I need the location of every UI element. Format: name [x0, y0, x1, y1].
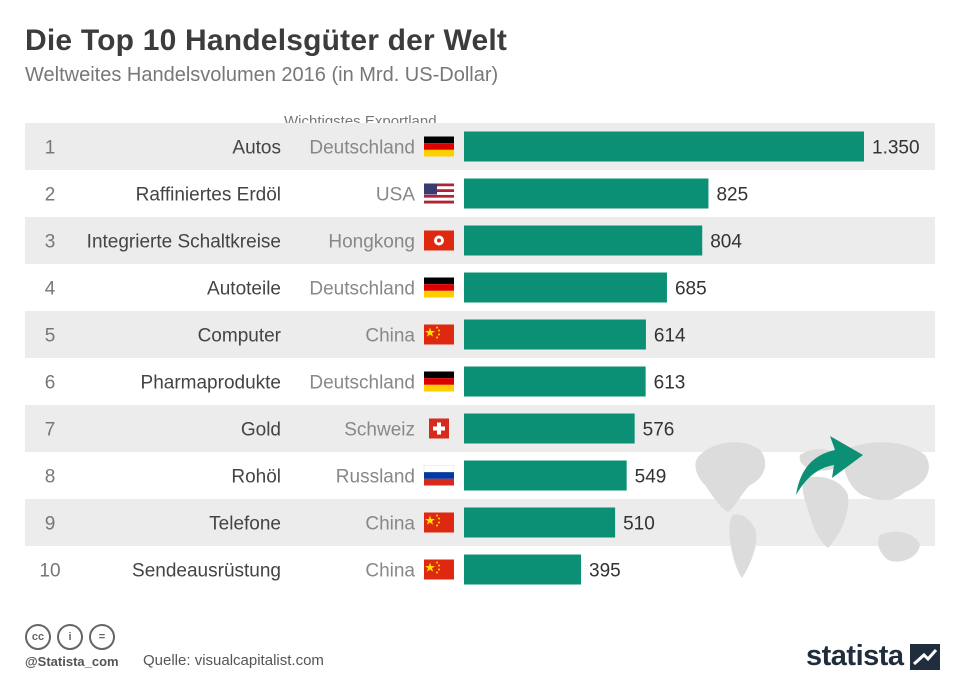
flag-china-icon — [424, 324, 454, 345]
country-label: Deutschland — [309, 138, 415, 159]
rank-label: 8 — [45, 467, 56, 488]
nd-icon: = — [89, 624, 115, 650]
bar — [464, 178, 709, 209]
category-label: Rohöl — [231, 467, 281, 488]
bar — [464, 131, 864, 162]
category-label: Raffiniertes Erdöl — [136, 185, 281, 206]
rank-label: 5 — [45, 326, 56, 347]
value-label: 549 — [635, 467, 667, 488]
value-label: 576 — [643, 420, 675, 441]
bar — [464, 272, 667, 303]
value-label: 613 — [654, 373, 686, 394]
bar — [464, 507, 616, 538]
flag-switzerland-icon — [429, 418, 449, 439]
flag-germany-icon — [424, 371, 454, 392]
flag-germany-icon — [424, 277, 454, 298]
bar — [464, 460, 627, 491]
category-label: Telefone — [209, 514, 281, 535]
category-label: Autoteile — [207, 279, 281, 300]
category-label: Gold — [241, 420, 281, 441]
rank-label: 6 — [45, 373, 56, 394]
flag-germany-icon — [424, 136, 454, 157]
bar — [464, 319, 646, 350]
country-label: USA — [376, 185, 415, 206]
value-label: 395 — [589, 561, 621, 582]
statista-logo[interactable]: statista — [806, 640, 940, 673]
license-icons: cc i = — [25, 624, 115, 650]
value-label: 685 — [675, 279, 707, 300]
category-label: Autos — [232, 138, 281, 159]
rank-label: 7 — [45, 420, 56, 441]
bar — [464, 554, 582, 585]
value-label: 825 — [716, 185, 748, 206]
flag-china-icon — [424, 559, 454, 580]
rank-label: 3 — [45, 232, 56, 253]
bar — [464, 413, 635, 444]
rank-label: 2 — [45, 185, 56, 206]
rank-label: 4 — [45, 279, 56, 300]
value-label: 614 — [654, 326, 686, 347]
flag-hongkong-icon — [424, 230, 454, 251]
category-label: Integrierte Schaltkreise — [87, 232, 281, 253]
statista-handle: @Statista_com — [25, 654, 119, 669]
category-label: Sendeausrüstung — [132, 561, 281, 582]
flag-russia-icon — [423, 465, 455, 486]
cc-icon: cc — [25, 624, 51, 650]
value-label: 510 — [623, 514, 655, 535]
value-label: 1.350 — [872, 138, 920, 159]
category-label: Pharmaprodukte — [141, 373, 281, 394]
brand-name: statista — [806, 640, 904, 672]
country-label: Deutschland — [309, 279, 415, 300]
country-label: China — [365, 514, 415, 535]
flag-usa-icon — [424, 183, 454, 204]
chart-subtitle: Weltweites Handelsvolumen 2016 (in Mrd. … — [25, 64, 499, 86]
category-label: Computer — [198, 326, 282, 347]
country-label: Schweiz — [344, 420, 415, 441]
country-label: Hongkong — [328, 232, 415, 253]
export-arrow-icon — [796, 436, 863, 495]
source-note: Quelle: visualcapitalist.com — [143, 652, 324, 669]
by-icon: i — [57, 624, 83, 650]
rank-label: 9 — [45, 514, 56, 535]
country-label: China — [365, 561, 415, 582]
bar — [464, 225, 703, 256]
statista-logo-icon — [909, 643, 940, 670]
bar — [464, 366, 646, 397]
rank-label: 1 — [45, 138, 56, 159]
value-label: 804 — [710, 232, 742, 253]
flag-china-icon — [424, 512, 454, 533]
country-label: China — [365, 326, 415, 347]
country-label: Russland — [336, 467, 415, 488]
chart-title: Die Top 10 Handelsgüter der Welt — [25, 24, 508, 57]
rank-label: 10 — [39, 561, 60, 582]
country-label: Deutschland — [309, 373, 415, 394]
